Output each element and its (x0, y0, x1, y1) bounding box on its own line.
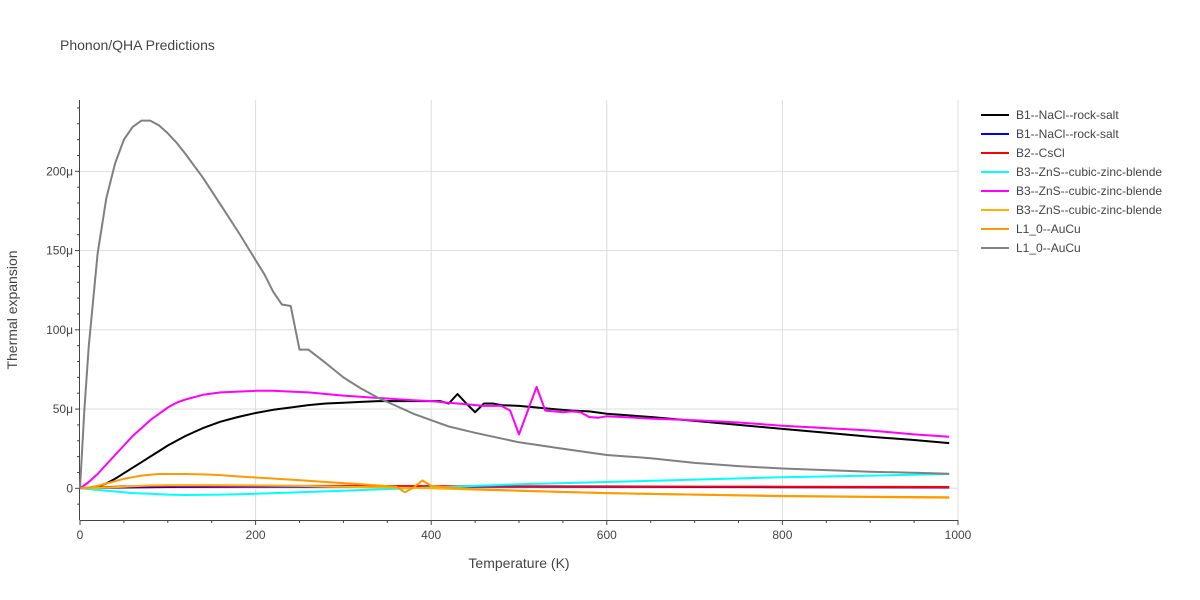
legend-item-0[interactable]: B1--NaCl--rock-salt (981, 108, 1119, 122)
y-axis-title: Thermal expansion (4, 250, 20, 369)
series-line-7 (79, 119, 950, 489)
series-line-3 (79, 473, 950, 496)
legend-item-4[interactable]: B3--ZnS--cubic-zinc-blende (981, 184, 1162, 198)
legend[interactable]: B1--NaCl--rock-salt B1--NaCl--rock-salt B2… (981, 108, 1162, 255)
legend-label: B1--NaCl--rock-salt (1016, 108, 1119, 122)
legend-item-5[interactable]: B3--ZnS--cubic-zinc-blende (981, 203, 1162, 217)
grid (80, 100, 959, 520)
x-tick-label: 800 (772, 528, 792, 542)
legend-label: B3--ZnS--cubic-zinc-blende (1016, 203, 1162, 217)
legend-label: L1_0--AuCu (1016, 222, 1081, 236)
legend-label: B1--NaCl--rock-salt (1016, 127, 1119, 141)
y-tick-label: 150μ (46, 244, 73, 258)
series-line-4 (79, 385, 950, 490)
y-tick-label: 50μ (53, 402, 73, 416)
axes (79, 100, 958, 521)
legend-item-6[interactable]: L1_0--AuCu (981, 222, 1081, 236)
legend-item-1[interactable]: B1--NaCl--rock-salt (981, 127, 1119, 141)
legend-item-2[interactable]: B2--CsCl (981, 146, 1065, 160)
x-tick-label: 600 (597, 528, 617, 542)
x-tick-label: 0 (77, 528, 84, 542)
legend-label: L1_0--AuCu (1016, 241, 1081, 255)
legend-label: B3--ZnS--cubic-zinc-blende (1016, 184, 1162, 198)
x-tick-label: 200 (246, 528, 266, 542)
x-axis-title: Temperature (K) (468, 555, 569, 571)
series-line-6 (79, 473, 950, 499)
legend-label: B2--CsCl (1016, 146, 1065, 160)
y-tick-label: 0 (66, 481, 73, 495)
y-tick-label: 100μ (46, 323, 73, 337)
legend-label: B3--ZnS--cubic-zinc-blende (1016, 165, 1162, 179)
plot-area (79, 119, 950, 499)
y-tick-label: 200μ (46, 164, 73, 178)
x-tick-label: 1000 (945, 528, 972, 542)
series-line-0 (79, 393, 950, 490)
legend-item-3[interactable]: B3--ZnS--cubic-zinc-blende (981, 165, 1162, 179)
legend-item-7[interactable]: L1_0--AuCu (981, 241, 1081, 255)
ticks: 0 200 400 600 800 1000 0 50μ 100μ 150μ 200μ (46, 107, 972, 542)
chart-title: Phonon/QHA Predictions (60, 37, 215, 53)
x-tick-label: 400 (421, 528, 441, 542)
